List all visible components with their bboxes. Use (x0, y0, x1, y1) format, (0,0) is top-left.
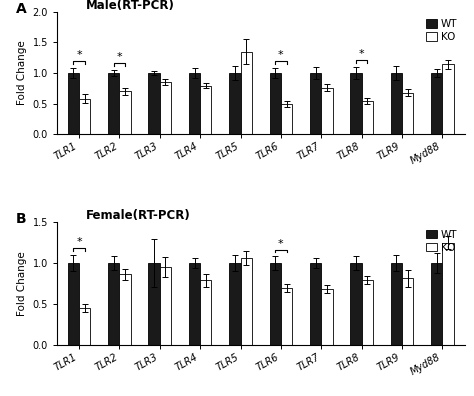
Bar (240, 51, 252, 134)
Text: *: * (117, 52, 122, 62)
Text: Female(RT-PCR): Female(RT-PCR) (85, 209, 190, 222)
Bar (189, 263, 200, 345)
Bar (350, 73, 362, 134)
Bar (431, 73, 442, 134)
Legend: WT, KO: WT, KO (424, 227, 459, 255)
Bar (160, 267, 171, 345)
Bar (79, 99, 91, 134)
Text: *: * (76, 50, 82, 60)
Text: *: * (278, 50, 284, 60)
Bar (281, 288, 292, 345)
Bar (229, 263, 240, 345)
Text: *: * (76, 237, 82, 247)
Bar (350, 263, 362, 345)
Bar (229, 73, 240, 134)
Y-axis label: Fold Change: Fold Change (17, 251, 27, 316)
Bar (402, 278, 413, 345)
Bar (310, 263, 321, 345)
Bar (442, 65, 454, 134)
Bar (270, 263, 281, 345)
Bar (321, 88, 333, 134)
Bar (119, 91, 131, 134)
Bar (240, 258, 252, 345)
Bar (119, 274, 131, 345)
Text: A: A (16, 2, 27, 16)
Bar (200, 86, 211, 134)
Bar (189, 73, 200, 134)
Bar (200, 280, 211, 345)
Bar (362, 101, 373, 134)
Bar (362, 280, 373, 345)
Bar (79, 308, 91, 345)
Bar (402, 93, 413, 134)
Text: *: * (359, 49, 365, 59)
Bar (431, 263, 442, 345)
Bar (281, 104, 292, 134)
Bar (160, 82, 171, 134)
Bar (270, 73, 281, 134)
Text: *: * (278, 238, 284, 249)
Bar (391, 73, 402, 134)
Bar (68, 73, 79, 134)
Text: Male(RT-PCR): Male(RT-PCR) (85, 0, 174, 12)
Bar (310, 73, 321, 134)
Bar (68, 263, 79, 345)
Bar (321, 289, 333, 345)
Bar (108, 263, 119, 345)
Legend: WT, KO: WT, KO (424, 17, 459, 44)
Bar (148, 263, 160, 345)
Bar (148, 73, 160, 134)
Bar (391, 263, 402, 345)
Y-axis label: Fold Change: Fold Change (17, 41, 27, 105)
Bar (442, 243, 454, 345)
Text: B: B (16, 212, 27, 227)
Bar (108, 73, 119, 134)
